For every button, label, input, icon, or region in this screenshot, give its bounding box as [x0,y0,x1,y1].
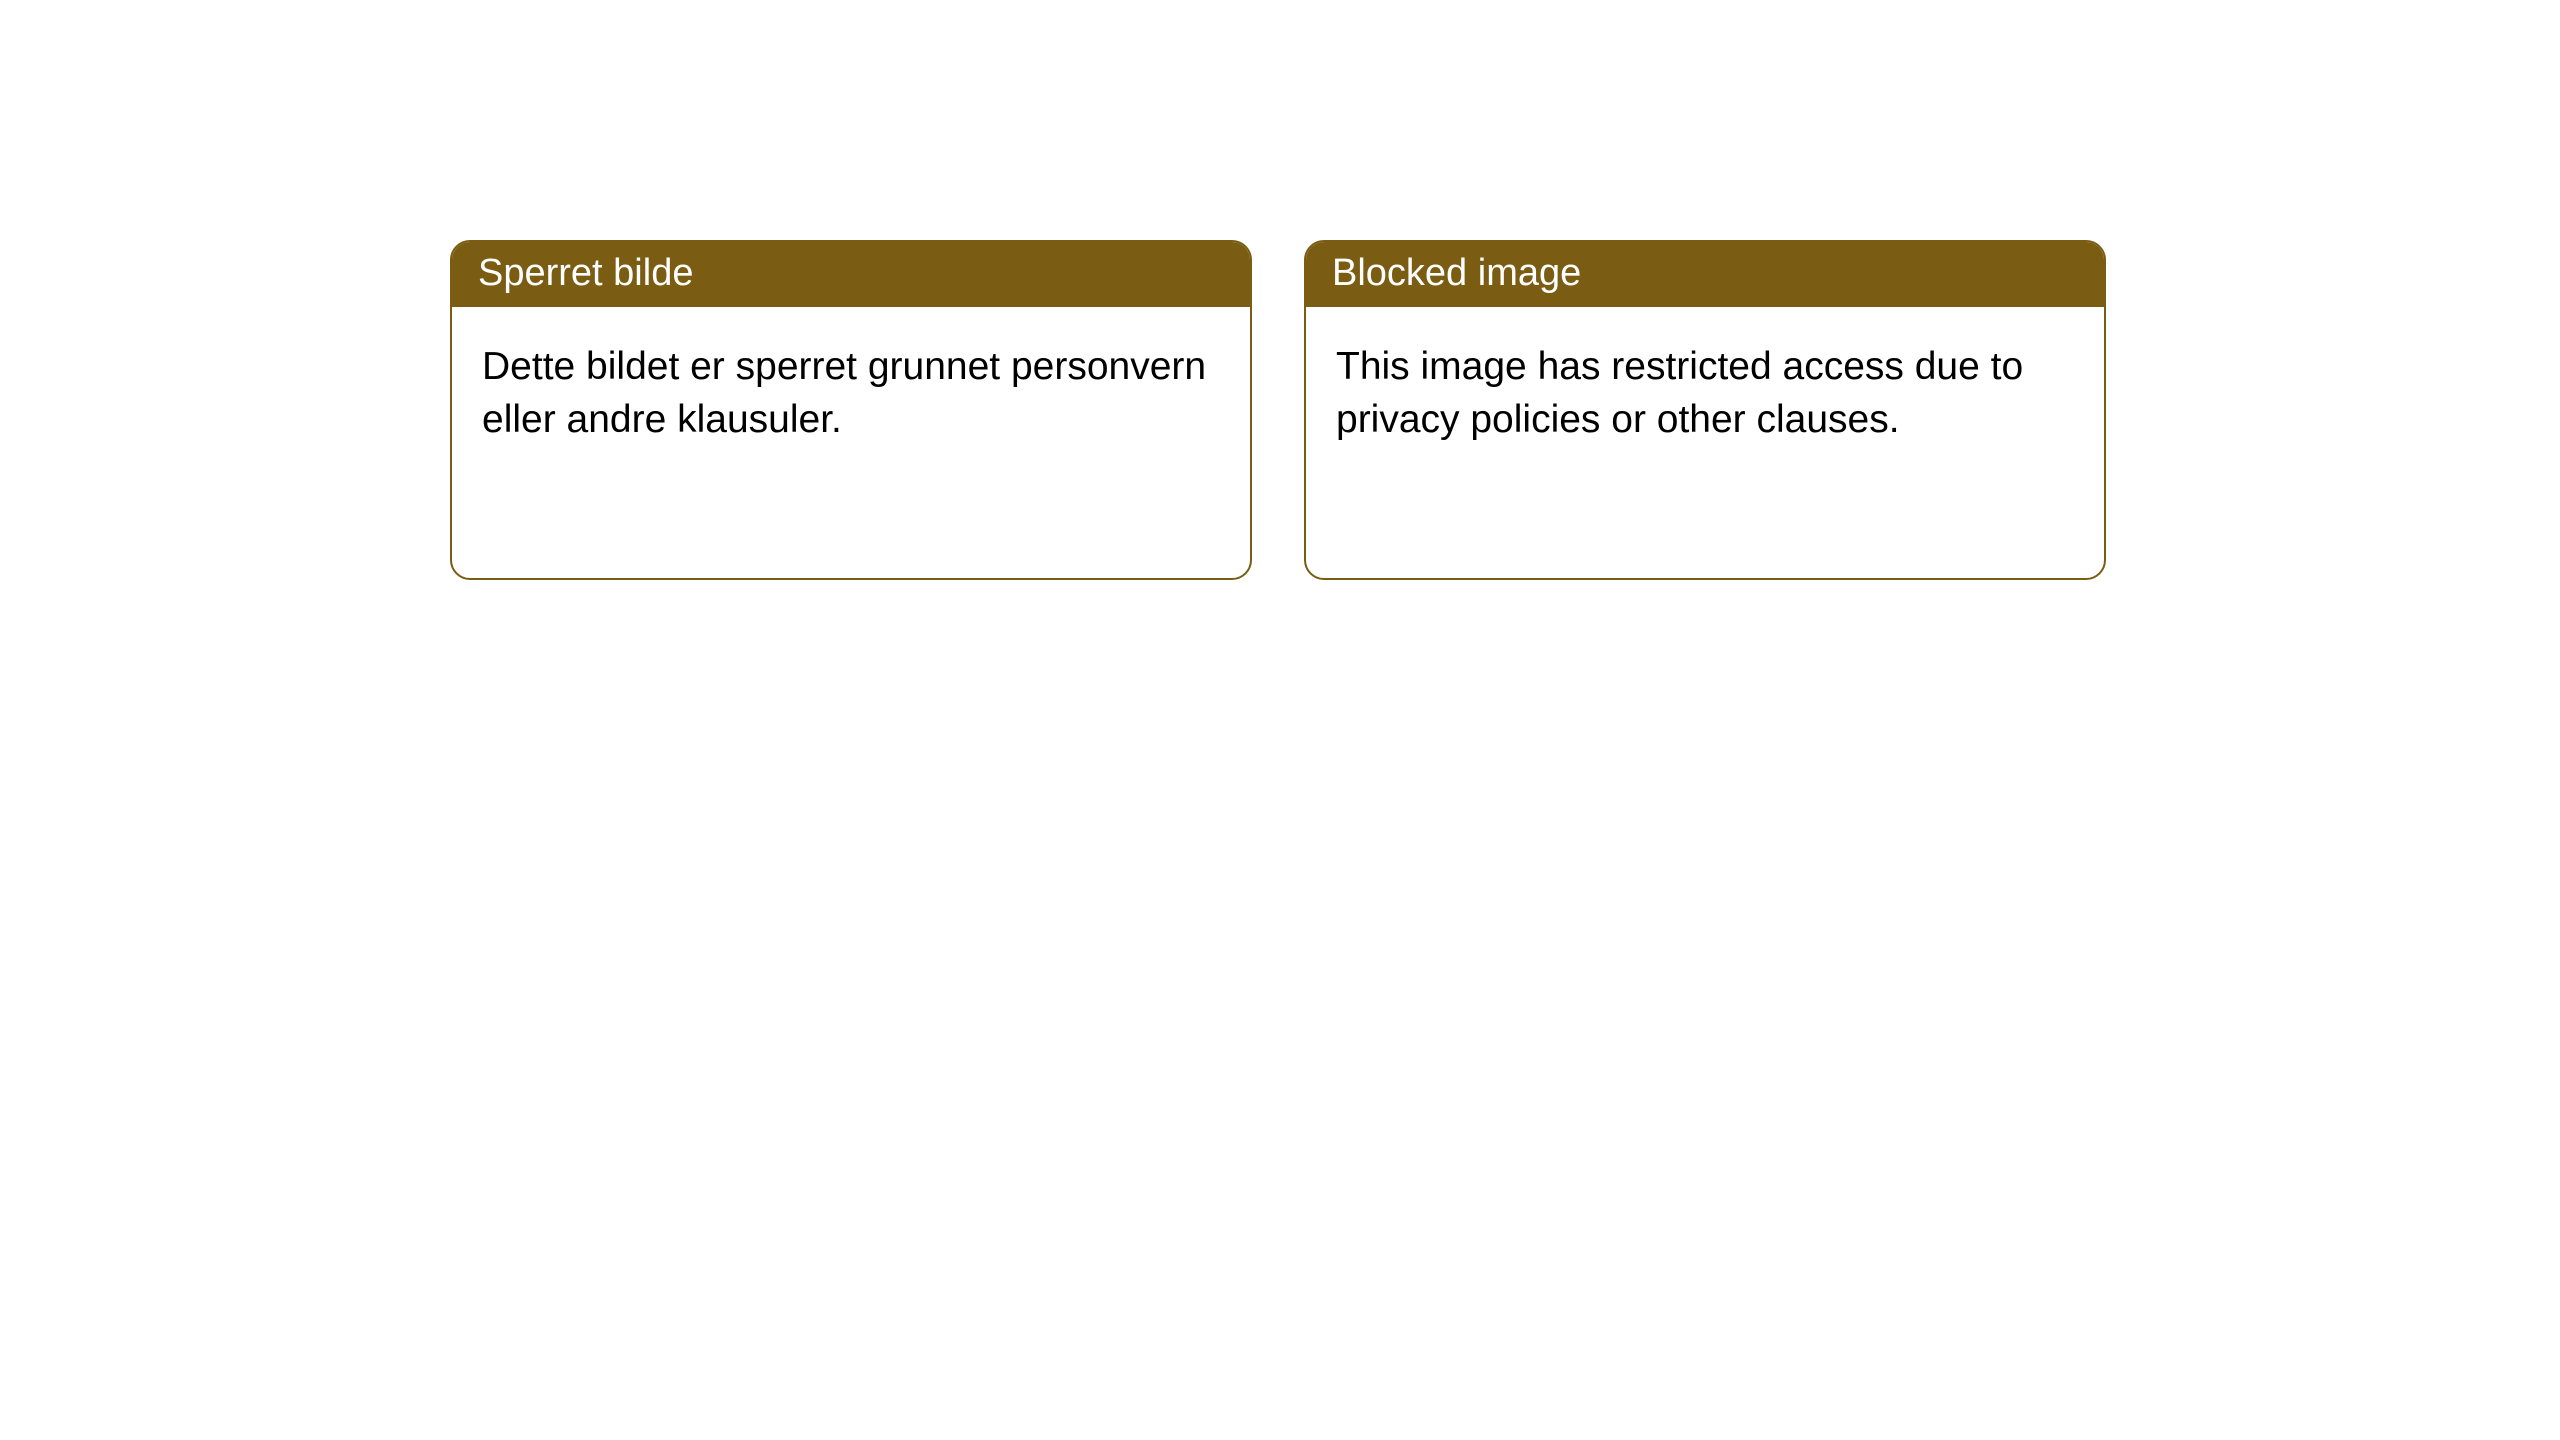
card-message: This image has restricted access due to … [1336,345,2023,441]
card-body: This image has restricted access due to … [1306,307,2104,466]
card-header: Blocked image [1306,242,2104,307]
blocked-image-card-no: Sperret bilde Dette bildet er sperret gr… [450,240,1252,580]
card-body: Dette bildet er sperret grunnet personve… [452,307,1250,466]
card-title: Sperret bilde [478,252,693,294]
blocked-image-card-en: Blocked image This image has restricted … [1304,240,2106,580]
card-header: Sperret bilde [452,242,1250,307]
card-message: Dette bildet er sperret grunnet personve… [482,345,1206,441]
notice-container: Sperret bilde Dette bildet er sperret gr… [0,0,2560,580]
card-title: Blocked image [1332,252,1581,294]
